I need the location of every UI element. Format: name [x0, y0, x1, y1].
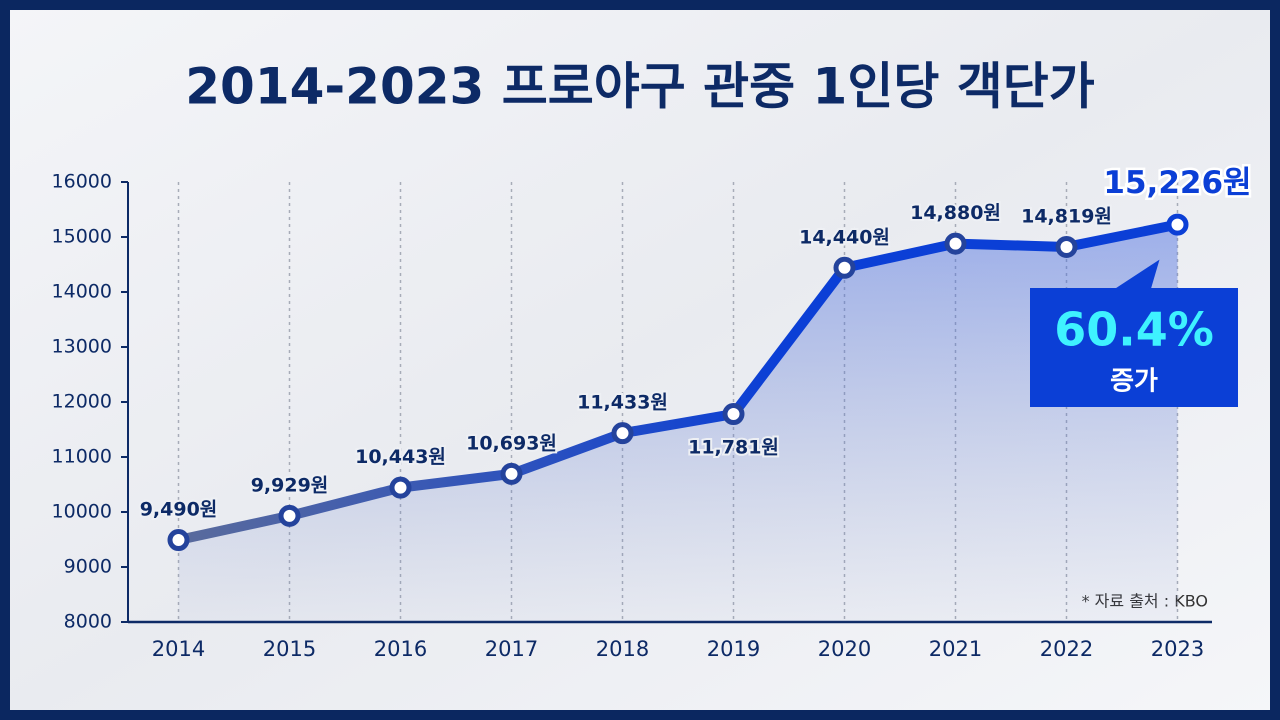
value-label: 10,443원	[355, 446, 446, 468]
value-label: 9,490원	[140, 499, 218, 521]
y-tick-label: 8000	[64, 611, 112, 633]
chart-title: 2014-2023 프로야구 관중 1인당 객단가	[185, 58, 1095, 116]
annotation-box	[1030, 288, 1238, 407]
y-tick-label: 13000	[52, 336, 112, 358]
y-tick-label: 9000	[64, 556, 112, 578]
x-tick-label: 2016	[374, 637, 427, 661]
y-tick-label: 14000	[52, 281, 112, 303]
x-tick-label: 2023	[1151, 637, 1204, 661]
value-label: 14,880원	[910, 202, 1001, 224]
value-label: 10,693원	[466, 432, 557, 454]
y-tick-label: 16000	[52, 171, 112, 193]
point	[611, 422, 634, 445]
point	[389, 476, 412, 499]
point	[167, 529, 190, 552]
x-tick-label: 2019	[707, 637, 760, 661]
y-tick-label: 12000	[52, 391, 112, 413]
value-label: 11,433원	[577, 392, 668, 414]
value-label: 14,440원	[799, 226, 890, 248]
value-label-highlight: 15,226원	[1103, 165, 1251, 201]
x-tick-label: 2017	[485, 637, 538, 661]
y-tick-label: 10000	[52, 501, 112, 523]
value-label: 9,929원	[251, 474, 329, 496]
x-tick-label: 2018	[596, 637, 649, 661]
annotation-text: 증가	[1110, 367, 1158, 397]
point	[1166, 213, 1189, 236]
x-tick-label: 2020	[818, 637, 871, 661]
point	[500, 462, 523, 485]
point	[722, 403, 745, 426]
annotation-value: 60.4%	[1054, 303, 1214, 357]
annotation-pointer	[1110, 259, 1160, 292]
y-tick-label: 11000	[52, 446, 112, 468]
x-tick-label: 2014	[152, 637, 205, 661]
point	[1055, 235, 1078, 258]
point	[278, 504, 301, 527]
x-tick-label: 2021	[929, 637, 982, 661]
line	[173, 219, 1183, 546]
area-fill	[178, 224, 1178, 622]
x-tick-label: 2015	[263, 637, 316, 661]
value-label: 14,819원	[1021, 205, 1112, 227]
x-tick-label: 2022	[1040, 637, 1093, 661]
y-tick-label: 15000	[52, 226, 112, 248]
point	[944, 232, 967, 255]
point	[833, 256, 856, 279]
value-label: 11,781원	[688, 437, 779, 459]
